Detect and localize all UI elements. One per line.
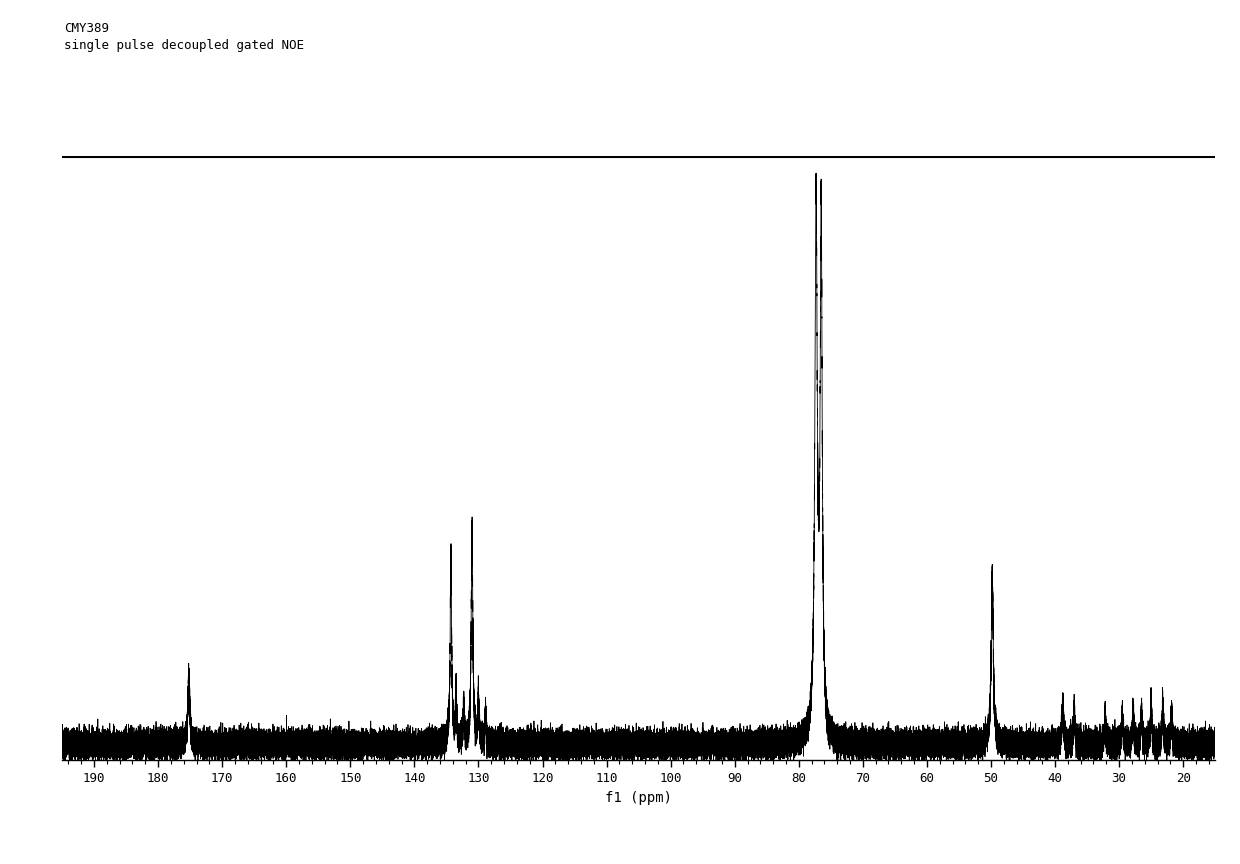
Text: CMY389: CMY389 xyxy=(64,22,109,35)
Text: single pulse decoupled gated NOE: single pulse decoupled gated NOE xyxy=(64,39,305,52)
X-axis label: f1 (ppm): f1 (ppm) xyxy=(605,791,672,804)
